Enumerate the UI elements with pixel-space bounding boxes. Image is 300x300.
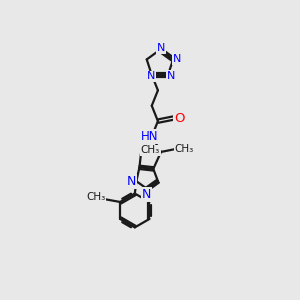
Text: N: N: [142, 188, 151, 201]
Text: O: O: [174, 112, 185, 124]
Text: CH₃: CH₃: [141, 146, 160, 155]
Text: CH₃: CH₃: [175, 144, 194, 154]
Text: N: N: [127, 175, 136, 188]
Text: N: N: [157, 43, 165, 53]
Text: N: N: [167, 71, 175, 81]
Text: HN: HN: [141, 130, 158, 143]
Text: CH₃: CH₃: [86, 192, 105, 203]
Text: N: N: [173, 54, 181, 64]
Text: N: N: [147, 71, 155, 82]
